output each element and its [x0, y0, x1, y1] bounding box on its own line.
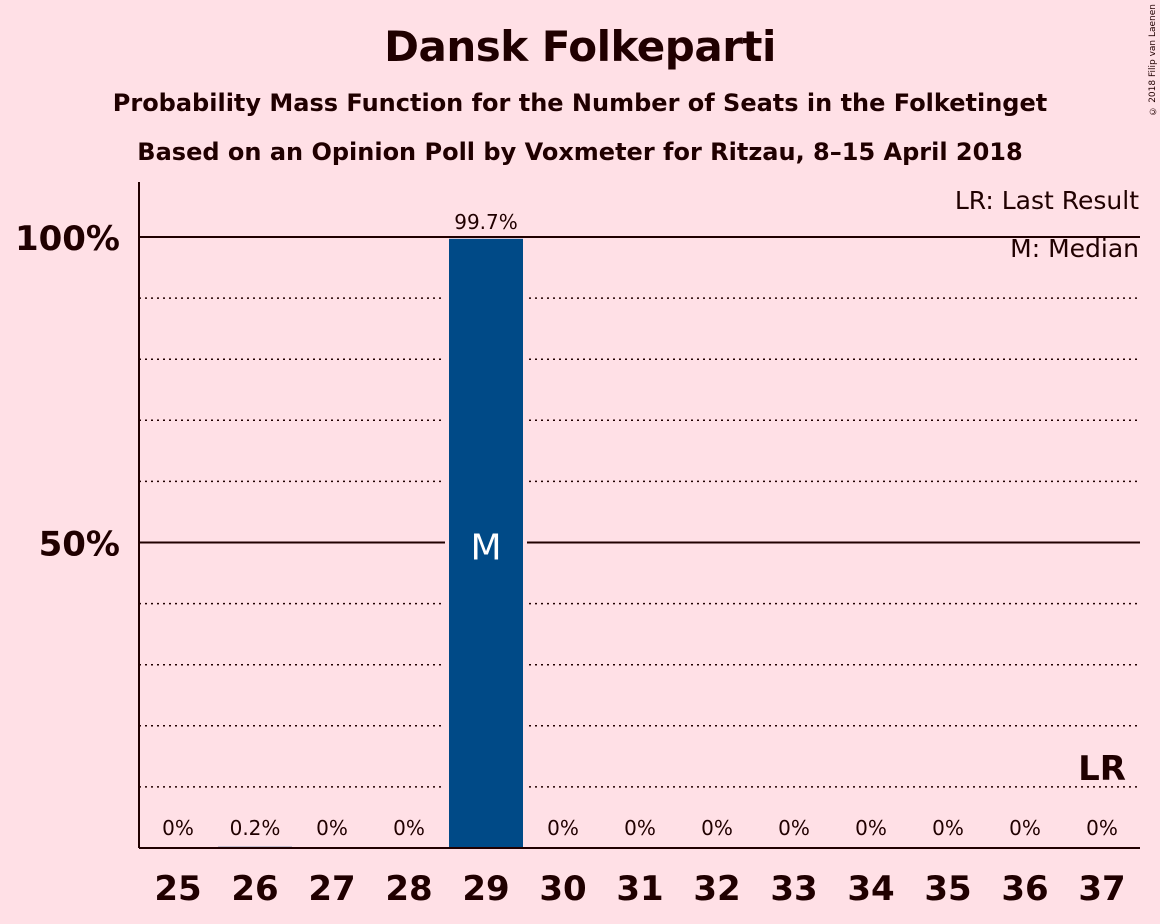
bar-value-label: 0% — [701, 816, 733, 840]
x-tick-label: 25 — [154, 869, 201, 909]
chart-title: Dansk Folkeparti — [384, 22, 776, 71]
bar-value-label: 0% — [393, 816, 425, 840]
bar-value-label: 0% — [778, 816, 810, 840]
label-layer: 50% 100% 0% 25 0.2% 26 0% 27 0% 28 99.7% 29 0% 30 0% 31… — [15, 210, 1126, 909]
bar-value-label: 99.7% — [454, 210, 518, 234]
bar-value-label: 0% — [1086, 816, 1118, 840]
bar-value-label: 0% — [316, 816, 348, 840]
bar-value-label: 0% — [547, 816, 579, 840]
bar-layer — [214, 238, 527, 848]
x-tick-label: 27 — [308, 869, 355, 909]
bar-value-label: 0% — [162, 816, 194, 840]
legend-median: M: Median — [1010, 234, 1139, 263]
x-tick-label: 34 — [847, 869, 894, 909]
bar-value-label: 0.2% — [230, 816, 281, 840]
x-tick-label: 33 — [770, 869, 817, 909]
x-tick-label: 26 — [231, 869, 278, 909]
chart-subtitle-1: Probability Mass Function for the Number… — [112, 89, 1048, 117]
bar-seat-29 — [449, 238, 523, 848]
median-marker: M — [470, 528, 501, 569]
last-result-marker: LR — [1078, 749, 1126, 789]
chart-subtitle-2: Based on an Opinion Poll by Voxmeter for… — [137, 138, 1023, 166]
x-tick-label: 28 — [385, 869, 432, 909]
x-tick-label: 29 — [462, 869, 509, 909]
x-tick-label: 35 — [924, 869, 971, 909]
y-tick-label: 100% — [15, 219, 120, 259]
grid-layer — [139, 236, 1140, 788]
legend-last-result: LR: Last Result — [955, 186, 1139, 215]
x-tick-label: 30 — [539, 869, 586, 909]
x-tick-label: 37 — [1078, 869, 1125, 909]
y-tick-label: 50% — [39, 525, 120, 565]
x-tick-label: 31 — [616, 869, 663, 909]
bar-value-label: 0% — [932, 816, 964, 840]
x-tick-label: 36 — [1001, 869, 1048, 909]
x-tick-label: 32 — [693, 869, 740, 909]
bar-value-label: 0% — [1009, 816, 1041, 840]
bar-value-label: 0% — [624, 816, 656, 840]
bar-value-label: 0% — [855, 816, 887, 840]
